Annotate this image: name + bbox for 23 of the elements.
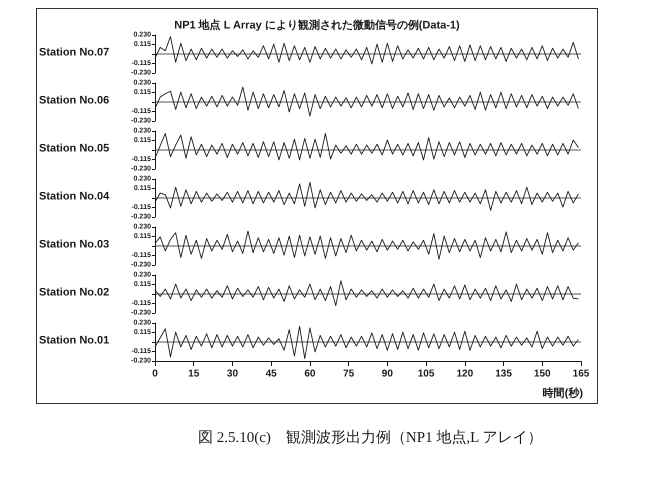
x-tick-label: 120 [456,368,474,380]
y-axis-title: Station No.06 [39,94,110,106]
line-series [154,326,579,359]
chart-title: NP1 地点 L Array により観測された微動信号の例(Data-1) [174,18,460,32]
x-axis-title: 時間(秒) [542,386,584,400]
x-tick-label: 90 [382,368,394,380]
x-tick-label: 165 [572,368,590,380]
x-tick-label: 135 [495,368,512,380]
x-tick-label: 60 [304,368,316,380]
y-axis-title: Station No.07 [39,46,110,58]
y-axis-title: Station No.04 [39,190,110,202]
y-axis-title: Station No.03 [39,238,110,250]
x-tick-label: 105 [418,368,435,380]
x-tick-label: 150 [534,368,552,380]
x-tick-label: 0 [152,368,158,380]
y-axis-title: Station No.02 [39,286,110,298]
caption: 図 2.5.10(c) 観測波形出力例（NP1 地点,L アレイ） [198,428,544,447]
x-tick-label: 30 [226,368,238,380]
x-tick-label: 75 [343,368,355,380]
x-tick-label: 45 [266,368,278,380]
y-axis-title: Station No.05 [39,142,110,154]
x-tick-label: 15 [188,368,200,380]
y-axis-title: Station No.01 [39,334,110,346]
